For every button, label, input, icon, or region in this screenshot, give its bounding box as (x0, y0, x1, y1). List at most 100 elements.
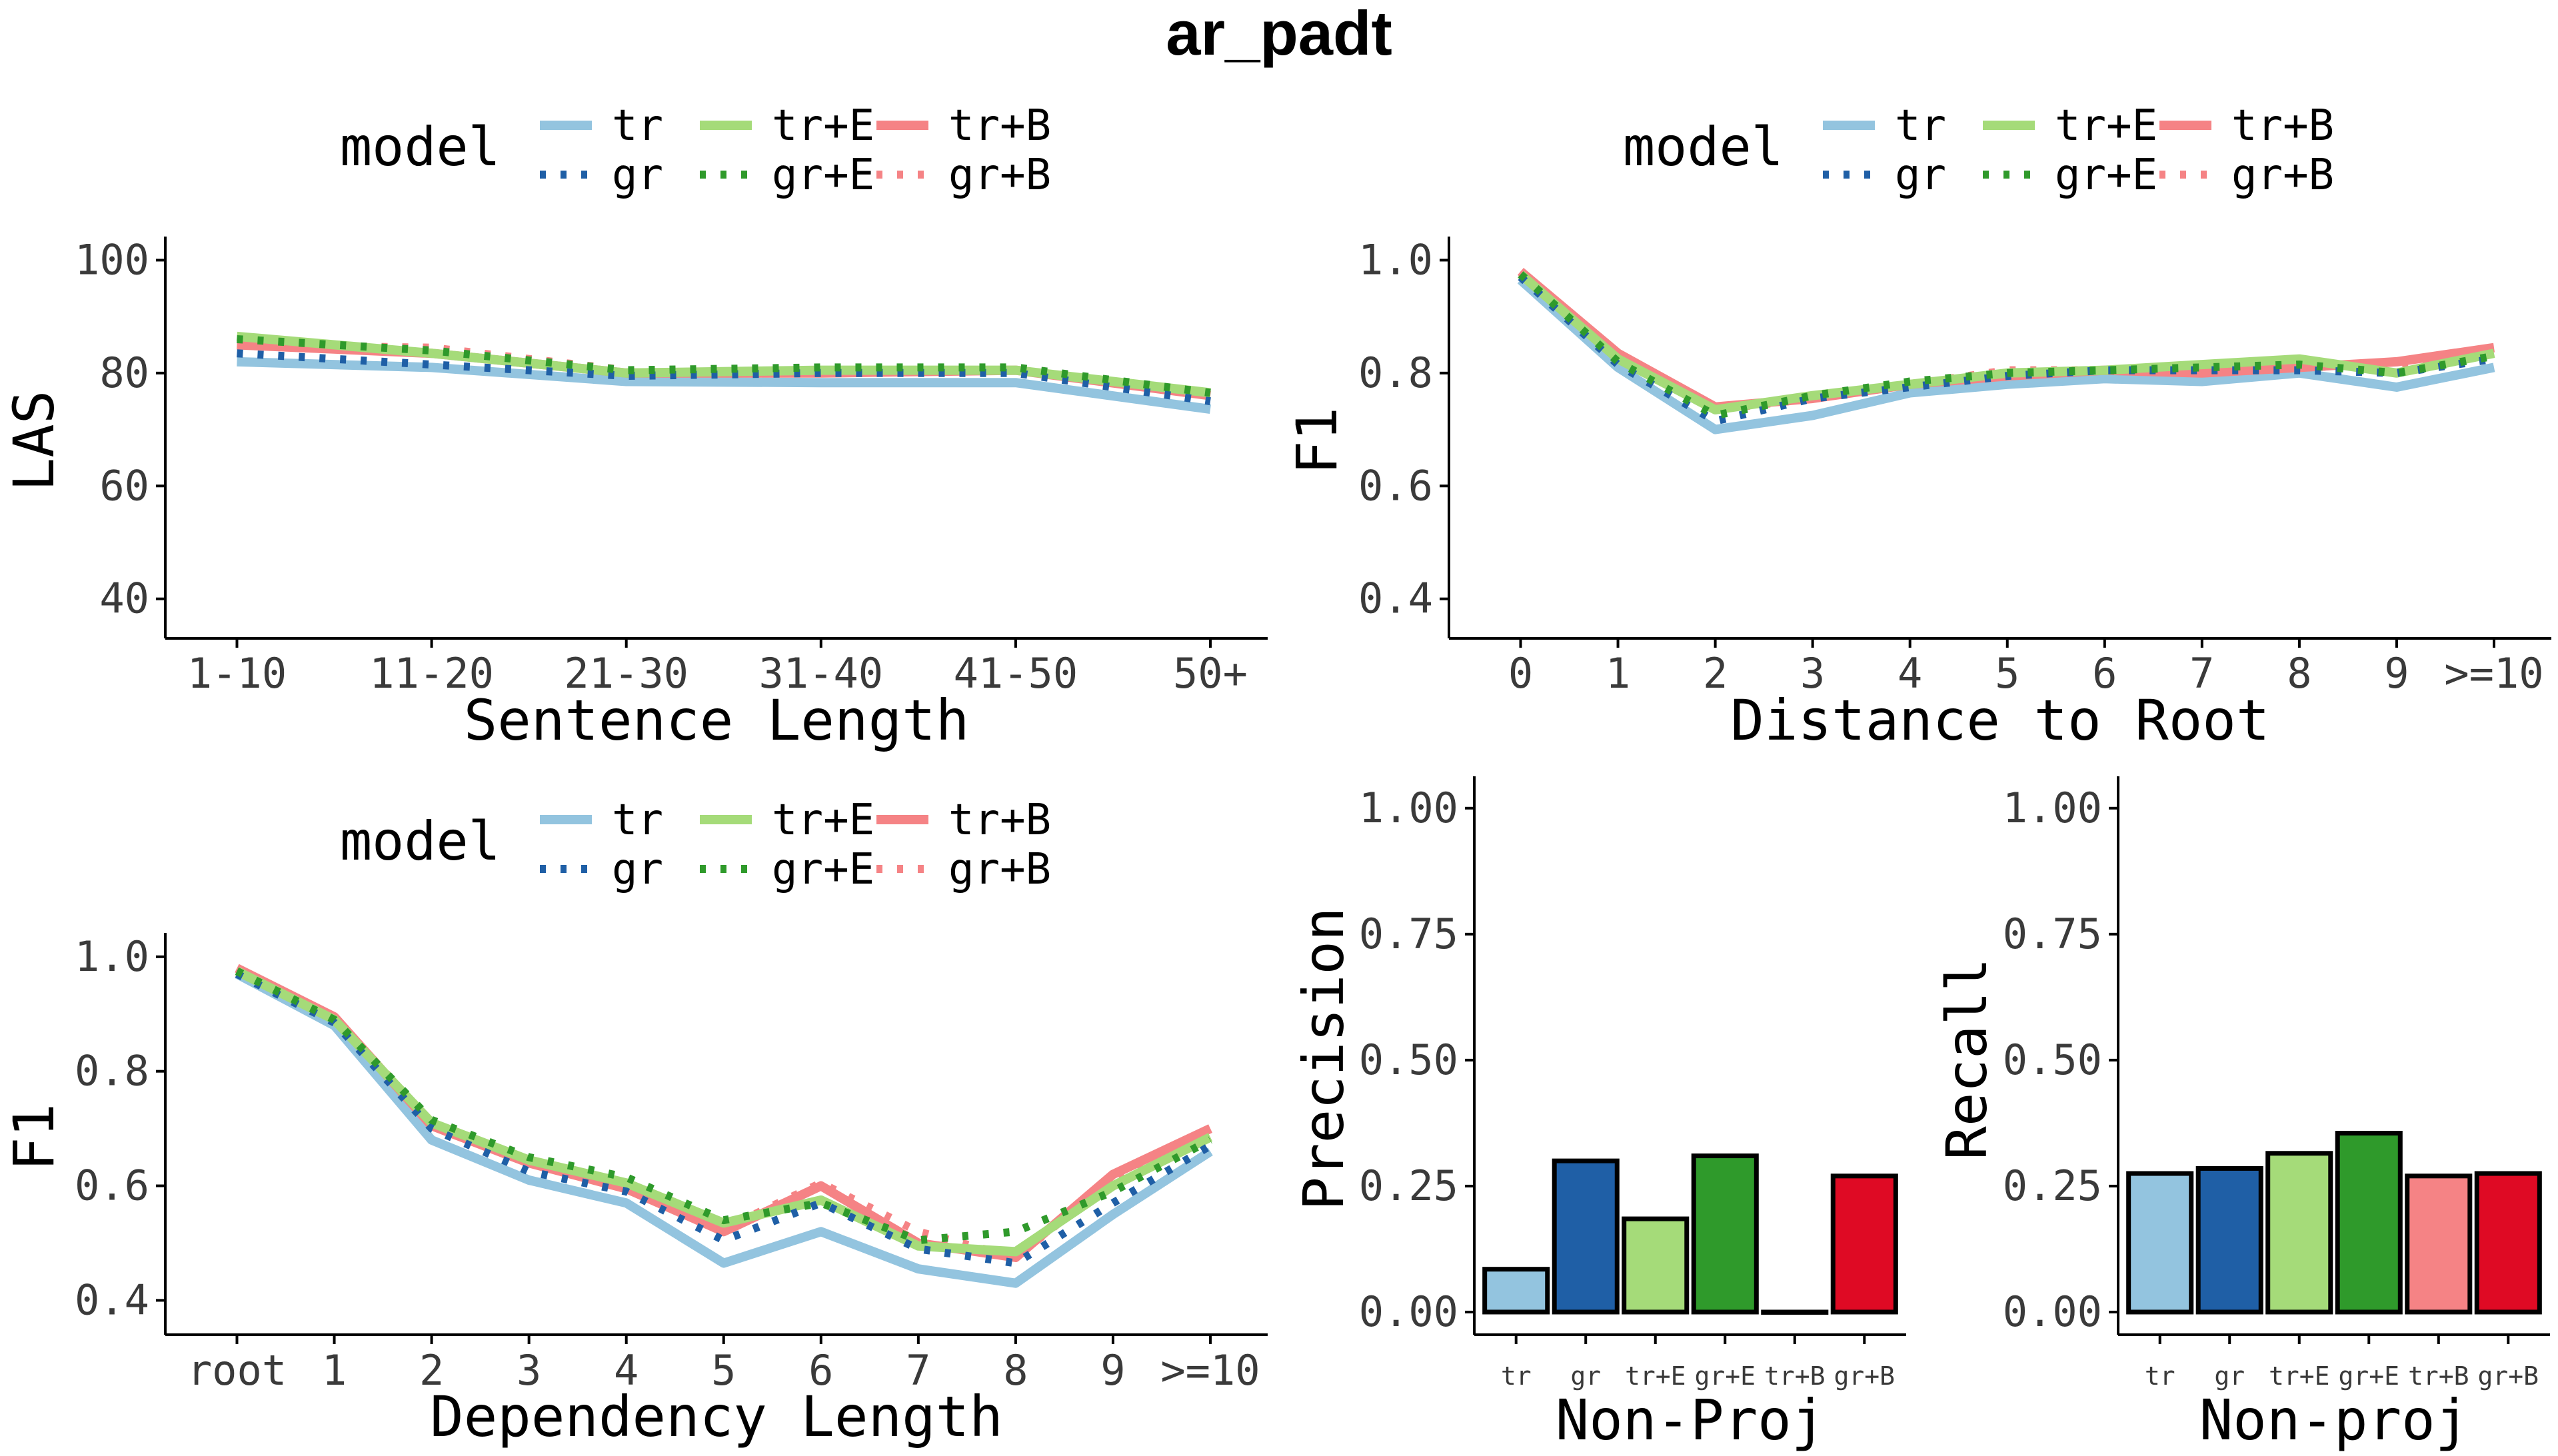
legend-label-tr: tr (1895, 101, 1946, 151)
bar-gr (1552, 1158, 1620, 1315)
legend-label-tr-plus-e: tr+E (772, 796, 874, 845)
x-tick-label: 3 (517, 1346, 541, 1395)
bar-tr-plus-b (2405, 1173, 2473, 1315)
x-axis-label: Non-Proj (1556, 1387, 1826, 1453)
y-axis-label: Recall (1934, 958, 1999, 1159)
x-axis-label: Sentence Length (464, 688, 970, 753)
y-axis-label: F1 (1, 1103, 67, 1171)
y-tick-label: 0.75 (1359, 910, 1458, 958)
x-tick-label: 21-30 (564, 649, 688, 698)
series-line-gr-plus-e (1518, 271, 2495, 420)
bar-gr-plus-e (1691, 1153, 1759, 1315)
x-tick-label: 1 (1606, 649, 1630, 698)
x-tick-label: tr (2145, 1361, 2175, 1391)
bar-tr (2126, 1171, 2194, 1315)
x-axis-label: Dependency Length (430, 1384, 1003, 1449)
x-tick-label: 7 (2189, 649, 2214, 698)
chart-dependency-length: 0.4 0.6 0.8 1.0 root 1 2 3 4 5 6 7 8 9 >=10 Dependency … (1, 932, 1268, 1449)
y-tick-label: 1.0 (75, 932, 149, 981)
x-tick-label: gr+B (1834, 1361, 1896, 1391)
y-tick-label: 1.00 (1359, 784, 1458, 832)
y-tick-label: 0.75 (2003, 910, 2102, 958)
x-tick-label: 5 (711, 1346, 736, 1395)
x-tick-label: gr+E (2339, 1361, 2400, 1391)
x-tick-label: 41-50 (954, 649, 1078, 698)
bar-gr-plus-b (1830, 1173, 1898, 1315)
legend-label-gr-plus-e: gr+E (772, 151, 874, 200)
x-tick-label: >=10 (1160, 1346, 1260, 1395)
legend-label-tr-plus-e: tr+E (2055, 101, 2157, 151)
legend-label-gr-plus-b: gr+B (2231, 151, 2334, 200)
y-tick-label: 0.4 (1358, 574, 1433, 623)
legend-label-tr: tr (612, 101, 663, 151)
x-tick-label: gr (2214, 1361, 2245, 1391)
x-tick-label: gr (1570, 1361, 1601, 1391)
y-tick-label: 0.50 (1359, 1036, 1458, 1084)
x-tick-label: 9 (1100, 1346, 1125, 1395)
series-line-tr (235, 970, 1213, 1288)
y-tick-label: 0.00 (1359, 1287, 1458, 1336)
y-tick-label: 100 (75, 235, 149, 284)
chart-nonproj-recall: 0.00 0.25 0.50 0.75 1.00 tr gr tr+E gr+E tr+B gr+B… (1934, 776, 2550, 1453)
series-line-tr (237, 357, 1211, 414)
chart-nonproj-precision: 0.00 0.25 0.50 0.75 1.00 tr gr tr+E gr+E tr+B gr+B… (1291, 776, 1906, 1453)
y-tick-label: 0.6 (75, 1161, 149, 1210)
x-tick-label: >=10 (2444, 649, 2543, 698)
x-tick-label: 0 (1508, 649, 1533, 698)
x-tick-label: tr+B (1764, 1361, 1826, 1391)
chart-distance-to-root: 0.4 0.6 0.8 1.0 0 1 2 3 4 5 6 7 8 9 >=10 Distance to Ro… (1284, 235, 2551, 753)
y-axis-label: LAS (1, 390, 67, 492)
bar-gr-plus-e (2335, 1131, 2403, 1315)
x-tick-label: 6 (808, 1346, 833, 1395)
y-tick-label: 80 (99, 349, 149, 397)
legend-label-gr-plus-b: gr+B (948, 845, 1051, 894)
x-tick-label: gr+B (2478, 1361, 2539, 1391)
bar-gr-plus-b (2474, 1171, 2542, 1315)
legend-title: model (1623, 116, 1784, 178)
bar-tr-plus-e (1622, 1216, 1690, 1315)
legend-title: model (340, 810, 501, 872)
x-tick-label: tr (1501, 1361, 1532, 1391)
y-tick-label: 0.8 (75, 1047, 149, 1095)
x-tick-label: 3 (1800, 649, 1825, 698)
y-tick-label: 1.00 (2003, 784, 2102, 832)
x-tick-label: 7 (906, 1346, 930, 1395)
x-tick-label: 8 (2287, 649, 2311, 698)
x-tick-label: 50+ (1173, 649, 1248, 698)
x-tick-label: 9 (2384, 649, 2409, 698)
x-tick-label: 2 (419, 1346, 444, 1395)
legend-label-tr-plus-b: tr+B (2231, 101, 2334, 151)
bar-gr (2195, 1165, 2263, 1315)
legend-label-gr: gr (612, 845, 663, 894)
y-tick-label: 0.8 (1358, 349, 1433, 397)
x-tick-label: 2 (1703, 649, 1728, 698)
x-tick-label: 6 (2092, 649, 2117, 698)
legend-label-tr-plus-b: tr+B (948, 101, 1051, 151)
x-tick-label: 8 (1003, 1346, 1028, 1395)
series-line-gr-plus-e (235, 967, 1212, 1245)
x-tick-label: 1-10 (187, 649, 287, 698)
y-tick-label: 0.00 (2003, 1287, 2102, 1336)
x-tick-label: 4 (614, 1346, 639, 1395)
y-axis-label: F1 (1284, 407, 1350, 474)
y-tick-label: 0.6 (1358, 461, 1433, 510)
x-axis-label: Non-proj (2199, 1387, 2469, 1453)
y-tick-label: 1.0 (1358, 235, 1433, 284)
y-tick-label: 0.50 (2003, 1036, 2102, 1084)
y-axis-label: Precision (1291, 907, 1356, 1210)
y-tick-label: 40 (99, 574, 149, 623)
y-tick-label: 0.4 (75, 1275, 149, 1324)
legend-title: model (340, 116, 501, 178)
x-tick-label: root (187, 1346, 287, 1395)
x-tick-label: 11-20 (369, 649, 494, 698)
legend-label-tr-plus-e: tr+E (772, 101, 874, 151)
x-tick-label: 31-40 (758, 649, 883, 698)
legend-label-gr-plus-e: gr+E (772, 845, 874, 894)
figure-title: ar_padt (1166, 0, 1392, 68)
y-tick-label: 0.25 (2003, 1161, 2102, 1210)
bar-tr (1482, 1267, 1550, 1315)
y-tick-label: 0.25 (1359, 1161, 1458, 1210)
series-line-tr (1517, 276, 2495, 434)
